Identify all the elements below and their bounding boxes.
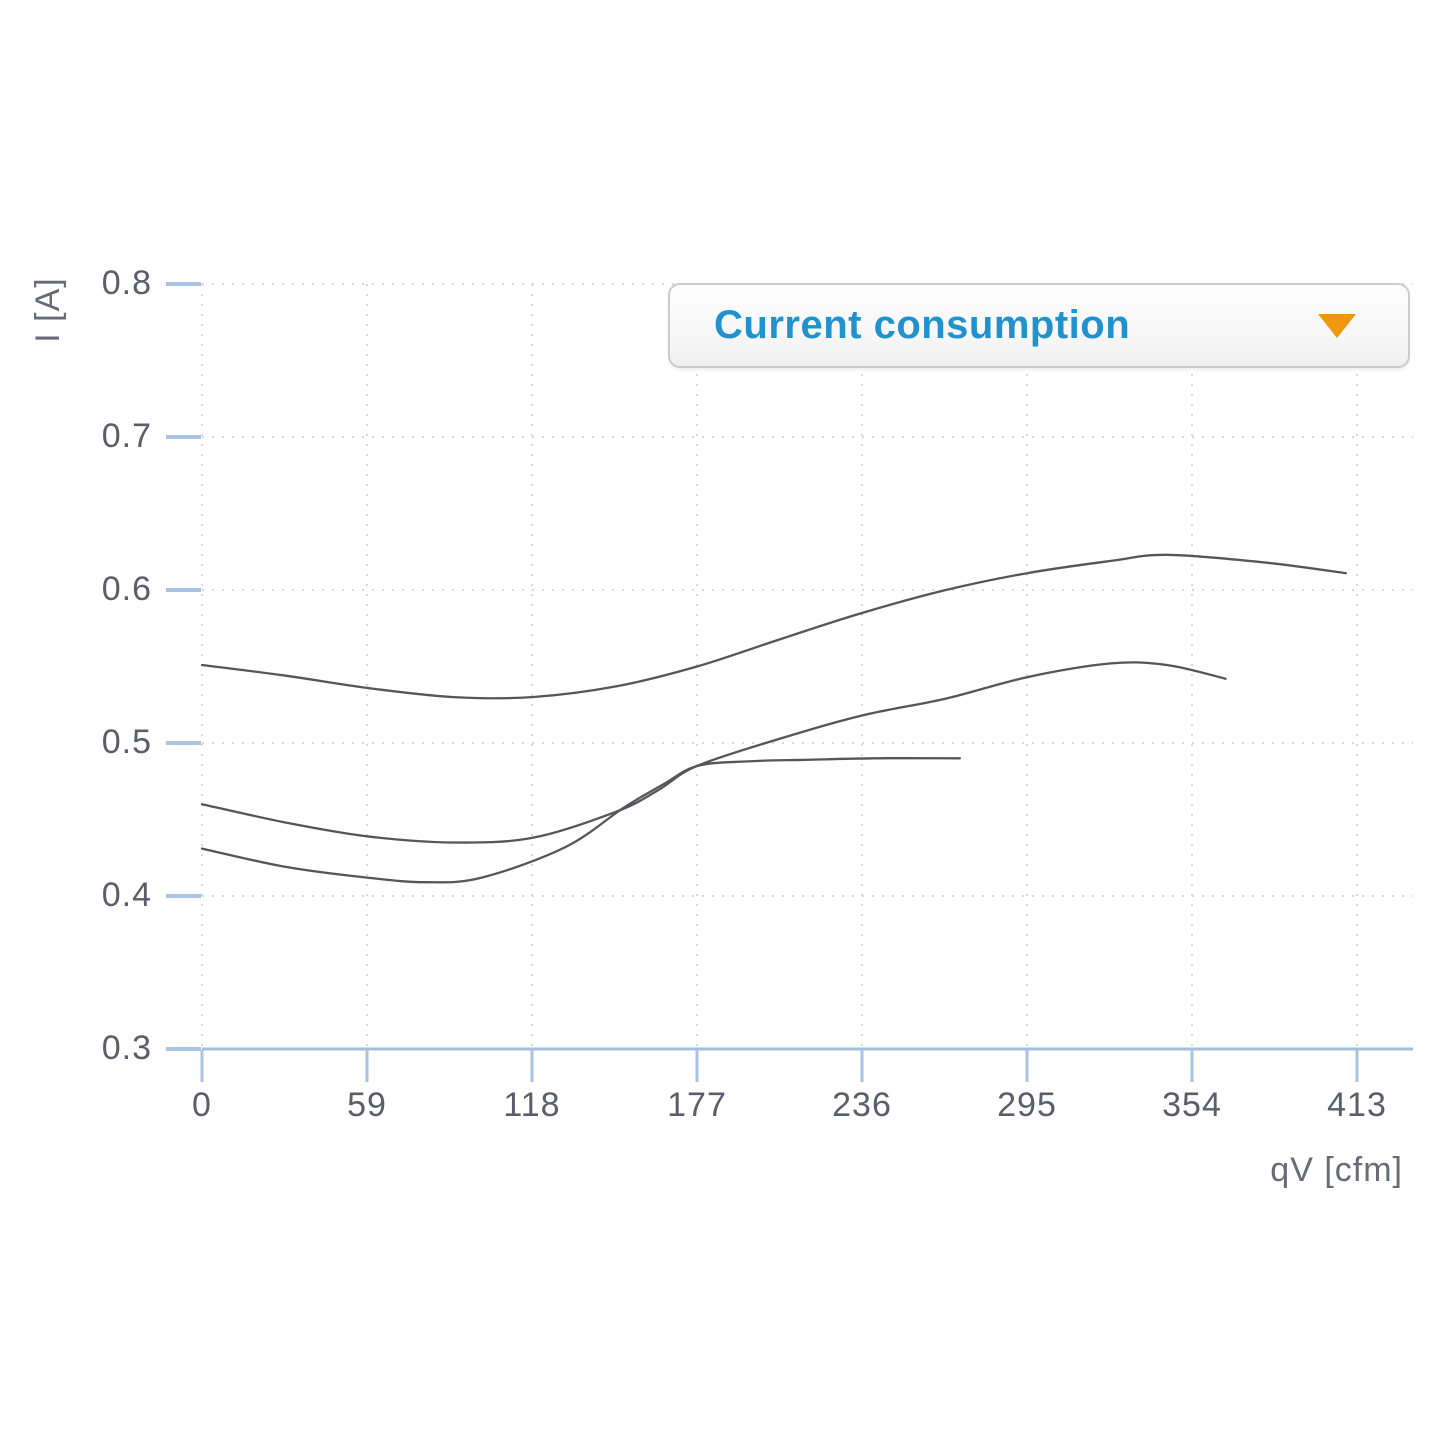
curve-mid (200, 661, 1227, 844)
x-tick-label: 59 (347, 1086, 387, 1124)
curve-low (200, 757, 962, 884)
x-tick-label: 118 (503, 1086, 561, 1124)
x-tick-label: 295 (997, 1086, 1057, 1124)
dropdown-selected-label: Current consumption (714, 303, 1131, 347)
y-axis-title: I [A] (29, 277, 67, 343)
x-tick-label: 236 (832, 1086, 892, 1124)
x-tick-label: 354 (1162, 1086, 1222, 1124)
y-tick-label: 0.7 (101, 417, 152, 455)
curve-high (200, 553, 1347, 700)
x-tick-label: 413 (1327, 1086, 1387, 1124)
x-tick-label: 0 (192, 1086, 212, 1124)
y-tick-label: 0.4 (101, 876, 152, 914)
y-tick-label: 0.3 (101, 1029, 152, 1067)
y-tick-label: 0.6 (101, 570, 152, 608)
x-axis-title: qV [cfm] (1270, 1151, 1403, 1189)
y-tick-label: 0.8 (101, 264, 152, 302)
caret-down-icon (1318, 313, 1356, 338)
measurement-select-dropdown[interactable]: Current consumption (668, 283, 1410, 368)
x-tick-label: 177 (667, 1086, 727, 1124)
y-tick-label: 0.5 (101, 723, 152, 761)
